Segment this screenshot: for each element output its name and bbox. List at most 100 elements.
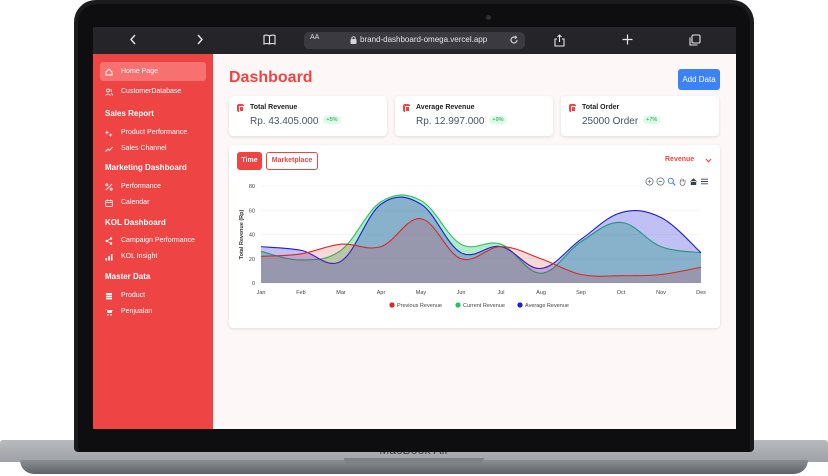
stat-value: Rp. 43.405.000 +5% [250, 116, 341, 127]
url-bar[interactable]: AA brand-dashboard-omega.vercel.app [304, 32, 525, 49]
revenue-chart-card: Time Marketplace Revenue 0 20 40 60 80 Total … [229, 145, 720, 328]
sidebar-item-kol-insight[interactable]: KOL Insight [100, 247, 206, 266]
x-tick-label: May [416, 290, 427, 296]
box-icon [106, 292, 112, 299]
lock-icon [350, 36, 357, 44]
forward-button[interactable] [190, 30, 210, 50]
average-icon [403, 104, 410, 112]
tab-time[interactable]: Time [237, 152, 262, 170]
series-area [261, 197, 701, 283]
sidebar-item-customer-database[interactable]: CustomerDatabase [100, 82, 206, 101]
sidebar-item-label: KOL Insight [121, 253, 158, 260]
reload-icon[interactable] [509, 35, 519, 45]
stat-label: Average Revenue [416, 104, 475, 111]
new-tab-button[interactable] [617, 30, 637, 50]
x-tick-label: Sep [576, 290, 586, 296]
laptop-notch [344, 458, 484, 464]
sidebar-item-product-performance[interactable]: Product Performance [100, 123, 206, 142]
x-tick-label: Oct [617, 290, 626, 296]
series-line [260, 194, 702, 274]
cart-icon [105, 308, 113, 316]
sidebar-item-label: Performance [121, 183, 162, 190]
users-icon [105, 88, 113, 96]
stat-label: Total Order [582, 104, 620, 111]
tab-marketplace[interactable]: Marketplace [266, 152, 318, 170]
section-title-sales: Sales Report [105, 109, 154, 118]
x-tick-label: Feb [296, 290, 305, 296]
x-tick-label: Apr [377, 290, 386, 296]
sidebar-item-sales-channel[interactable]: Sales Channel [100, 139, 206, 158]
trend-icon [105, 146, 113, 152]
section-title-kol: KOL Dashboard [105, 218, 166, 227]
legend-label: Current Revenue [463, 303, 505, 309]
sidebar-item-performance[interactable]: Performance [100, 177, 206, 196]
reset-home-icon[interactable] [689, 173, 698, 185]
y-tick-label: 80 [249, 184, 255, 190]
legend-marker [455, 302, 461, 308]
stat-label: Total Revenue [250, 104, 298, 111]
sidebar-item-label: Calendar [121, 199, 150, 206]
y-tick-label: 20 [249, 257, 255, 263]
y-tick-label: 0 [252, 281, 255, 287]
sidebar-item-calendar[interactable]: Calendar [100, 193, 206, 212]
sidebar-item-label: Sales Channel [121, 145, 167, 152]
stat-card-average-revenue: Average Revenue Rp. 12.997.000 +9% [395, 96, 553, 136]
x-tick-label: Jan [257, 290, 266, 296]
metric-select[interactable]: Revenue [665, 156, 695, 163]
text-size-button[interactable]: AA [310, 34, 320, 41]
x-tick-label: Jun [457, 290, 466, 296]
x-tick-label: Des [696, 290, 706, 296]
section-title-marketing: Marketing Dashboard [105, 163, 187, 172]
sidebar-item-label: Campaign Performance [121, 237, 195, 244]
chart-toolbar [645, 173, 709, 186]
zoom-selection-icon[interactable] [667, 173, 676, 186]
zoom-in-icon[interactable] [645, 173, 654, 186]
x-tick-label: Nov [656, 290, 666, 296]
y-tick-label: 60 [249, 208, 255, 214]
sidebar-item-label: Home Page [121, 68, 158, 75]
bookmarks-button[interactable] [259, 30, 279, 50]
legend-marker [389, 302, 395, 308]
stat-card-total-revenue: Total Revenue Rp. 43.405.000 +5% [229, 96, 387, 136]
zoom-out-icon[interactable] [656, 173, 665, 186]
y-tick-label: 40 [249, 233, 255, 239]
camera-icon [486, 15, 491, 20]
x-tick-label: Jul [497, 290, 504, 296]
tabs-overview-button[interactable] [685, 30, 705, 50]
home-icon [105, 67, 113, 75]
pan-hand-icon[interactable] [678, 173, 687, 186]
sidebar-item-label: Product [121, 292, 146, 299]
page-title: Dashboard [229, 69, 313, 86]
legend-marker [517, 302, 523, 308]
sparkle-icon [105, 129, 113, 137]
back-button[interactable] [123, 30, 143, 50]
revenue-icon [237, 104, 244, 112]
add-data-button[interactable]: Add Data [678, 69, 720, 90]
legend-label: Previous Revenue [397, 303, 442, 309]
sidebar-item-product[interactable]: Product [100, 286, 206, 305]
menu-icon[interactable] [700, 173, 709, 185]
revenue-area-chart: 0 20 40 60 80 Total Revenue (Rp) Jan Feb Mar Apr M… [239, 184, 706, 309]
y-axis-label: Total Revenue (Rp) [239, 209, 245, 259]
x-tick-label: Mar [336, 290, 346, 296]
laptop-base [20, 460, 808, 474]
sidebar-item-label: Penjualan [121, 308, 153, 315]
screen: AA brand-dashboard-omega.vercel.app Home… [93, 27, 736, 429]
change-badge: +7% [643, 116, 661, 125]
series-line [260, 196, 702, 270]
sidebar-item-home[interactable]: Home Page [100, 62, 206, 81]
sidebar-item-label: Product Performance [121, 129, 188, 136]
share-button[interactable] [549, 30, 569, 50]
stat-value: 25000 Order +7% [582, 116, 661, 127]
sidebar-item-penjualan[interactable]: Penjualan [100, 302, 206, 321]
stat-value: Rp. 12.997.000 +9% [416, 116, 507, 127]
change-badge: +9% [489, 116, 507, 125]
legend-label: Average Revenue [525, 303, 569, 309]
chevron-down-icon[interactable] [705, 158, 712, 163]
sidebar-item-campaign-performance[interactable]: Campaign Performance [100, 231, 206, 250]
sidebar: Home Page CustomerDatabase Sales Report … [93, 54, 213, 429]
x-tick-label: Aug [536, 290, 546, 296]
series-line [260, 218, 702, 277]
signal-icon [105, 253, 113, 260]
